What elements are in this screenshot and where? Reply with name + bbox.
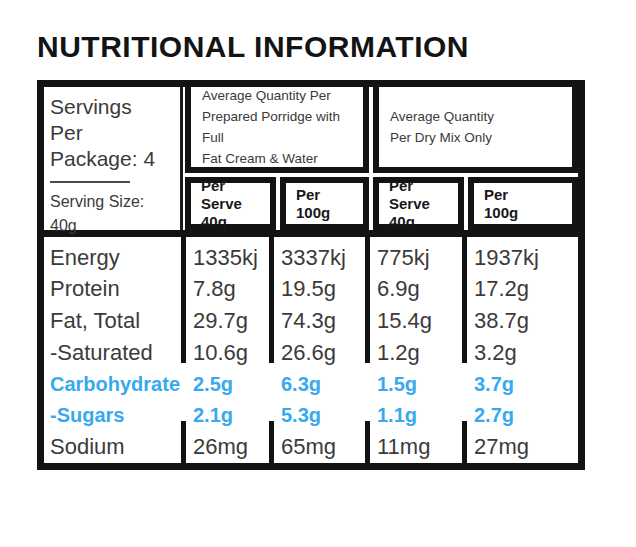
serving-size-label: Serving Size: [50, 190, 180, 214]
group-header-row: Average Quantity Per Prepared Porridge w… [185, 87, 578, 173]
table-row: Sodium26mg65mg11mg27mg [44, 431, 578, 463]
row-value: 10.6g [183, 337, 271, 369]
body-rows: Energy1335kj3337kj775kj1937kjProtein7.8g… [44, 237, 578, 463]
row-value: 3.2g [464, 337, 578, 369]
row-value: 17.2g [464, 274, 578, 306]
row-value: 1.1g [367, 400, 464, 432]
servings-line-2: Per [50, 120, 180, 146]
servings-line-1: Servings [50, 94, 180, 120]
row-value: 26.6g [271, 337, 367, 369]
row-label: Fat, Total [44, 305, 183, 337]
row-label: Carbohydrate [44, 368, 183, 400]
table-row: Carbohydrate2.5g6.3g1.5g3.7g [44, 368, 578, 400]
table-row: Fat, Total29.7g74.3g15.4g38.7g [44, 305, 578, 337]
row-label: Sodium [44, 431, 183, 463]
row-value: 2.1g [183, 400, 271, 432]
servings-line-3: Package: 4 [50, 146, 180, 172]
column-divider [181, 237, 186, 363]
group-header-line: Prepared Porridge with Full [202, 106, 352, 148]
group-header-line: Fat Cream & Water [202, 148, 352, 169]
row-value: 15.4g [367, 305, 464, 337]
group-header-line: Per Dry Mix Only [390, 127, 561, 148]
row-value: 74.3g [271, 305, 367, 337]
page-title: NUTRITIONAL INFORMATION [37, 30, 469, 64]
table-header: Servings Per Package: 4 Serving Size: 40… [44, 87, 578, 237]
row-value: 1.5g [367, 368, 464, 400]
column-divider [269, 421, 274, 463]
row-value: 65mg [271, 431, 367, 463]
table-row: Protein7.8g19.5g6.9g17.2g [44, 274, 578, 306]
table-row: -Sugars2.1g5.3g1.1g2.7g [44, 400, 578, 432]
column-divider [181, 421, 186, 463]
row-value: 29.7g [183, 305, 271, 337]
column-divider [462, 237, 467, 363]
group-header-line: Average Quantity Per [202, 85, 352, 106]
row-value: 3337kj [271, 242, 367, 274]
row-value: 2.7g [464, 400, 578, 432]
row-value: 27mg [464, 431, 578, 463]
nutrition-label-page: NUTRITIONAL INFORMATION Servings Per Pac… [0, 0, 636, 547]
header-boxes: Average Quantity Per Prepared Porridge w… [183, 87, 578, 230]
row-label: -Saturated [44, 337, 183, 369]
row-label: -Sugars [44, 400, 183, 432]
row-value: 6.3g [271, 368, 367, 400]
row-value: 11mg [367, 431, 464, 463]
column-divider [462, 421, 467, 463]
column-header-line: Per Serve [389, 177, 458, 213]
row-value: 6.9g [367, 274, 464, 306]
column-header-row: Per Serve 40g Per 100g Per Serve 40g Per… [185, 177, 578, 230]
nutrition-table: Servings Per Package: 4 Serving Size: 40… [37, 80, 585, 470]
column-header-line: 40g [389, 213, 458, 231]
row-value: 2.5g [183, 368, 271, 400]
column-header-line: Per [484, 186, 572, 204]
row-value: 19.5g [271, 274, 367, 306]
row-value: 1937kj [464, 242, 578, 274]
serving-size-value: 40g [50, 214, 180, 238]
group-header-dry-mix: Average Quantity Per Dry Mix Only [373, 87, 578, 173]
column-header-per-100g-prepared: Per 100g [280, 177, 369, 230]
group-header-line: Average Quantity [390, 106, 561, 127]
column-header-line: 100g [484, 204, 572, 222]
row-value: 775kj [367, 242, 464, 274]
row-label: Protein [44, 274, 183, 306]
servings-divider-rule [50, 181, 130, 183]
column-header-per-serve-prepared: Per Serve 40g [185, 177, 276, 230]
row-value: 38.7g [464, 305, 578, 337]
column-divider [365, 421, 370, 463]
column-divider [269, 237, 274, 363]
row-value: 5.3g [271, 400, 367, 432]
row-value: 3.7g [464, 368, 578, 400]
column-header-line: Per [296, 186, 363, 204]
column-divider [365, 237, 370, 363]
row-label: Energy [44, 242, 183, 274]
column-header-line: 40g [201, 213, 270, 231]
column-header-per-100g-dry: Per 100g [468, 177, 578, 230]
row-value: 26mg [183, 431, 271, 463]
row-value: 1.2g [367, 337, 464, 369]
row-value: 7.8g [183, 274, 271, 306]
row-value: 1335kj [183, 242, 271, 274]
group-header-prepared: Average Quantity Per Prepared Porridge w… [185, 87, 369, 173]
column-header-per-serve-dry: Per Serve 40g [373, 177, 464, 230]
table-row: Energy1335kj3337kj775kj1937kj [44, 242, 578, 274]
column-header-line: Per Serve [201, 177, 270, 213]
column-header-line: 100g [296, 204, 363, 222]
table-row: -Saturated10.6g26.6g1.2g3.2g [44, 337, 578, 369]
servings-cell: Servings Per Package: 4 Serving Size: 40… [44, 87, 183, 230]
